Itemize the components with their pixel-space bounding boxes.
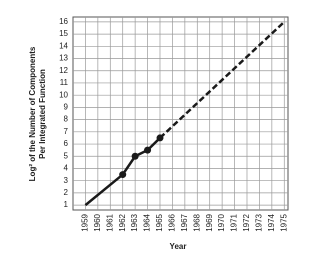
x-tick-label: 1973 (255, 213, 264, 231)
x-tick-label: 1962 (118, 213, 127, 231)
x-tick-label: 1961 (105, 213, 114, 231)
x-tick-label: 1959 (81, 213, 90, 231)
y-axis-title: Per Integrated Function (38, 69, 47, 159)
y-tick-label: 3 (64, 176, 69, 185)
y-tick-label: 2 (64, 188, 69, 197)
x-tick-label: 1960 (93, 213, 102, 231)
y-tick-label: 16 (59, 17, 68, 26)
y-tick-label: 14 (59, 41, 68, 50)
y-tick-label: 10 (59, 90, 68, 99)
y-tick-label: 12 (59, 66, 68, 75)
x-tick-label: 1964 (143, 213, 152, 231)
y-tick-label: 9 (64, 103, 69, 112)
data-point (144, 146, 152, 154)
x-tick-label: 1968 (192, 213, 201, 231)
x-tick-label: 1975 (279, 213, 288, 231)
x-tick-label: 1969 (205, 213, 214, 231)
y-tick-label: 15 (59, 29, 68, 38)
y-tick-label: 4 (64, 164, 69, 173)
x-tick-label: 1974 (267, 213, 276, 231)
x-tick-label: 1971 (230, 213, 239, 231)
series-line (159, 20, 286, 139)
y-tick-label: 8 (64, 115, 69, 124)
y-tick-label: 5 (64, 151, 69, 160)
y-tick-label: 6 (64, 139, 69, 148)
y-tick-label: 1 (64, 200, 69, 209)
data-point (131, 152, 139, 160)
chart: Year Log² of the Number of Components Pe… (28, 16, 289, 251)
x-axis-title: Year (170, 242, 187, 251)
y-tick-label: 7 (64, 127, 69, 136)
y-tick-label: 13 (59, 54, 68, 63)
x-tick-label: 1966 (168, 213, 177, 231)
x-tick-label: 1963 (130, 213, 139, 231)
x-tick-label: 1965 (155, 213, 164, 231)
y-tick-label: 11 (60, 78, 69, 87)
y-axis-title: Log² of the Number of Components (28, 46, 37, 181)
x-tick-label: 1970 (217, 213, 226, 231)
x-tick-label: 1972 (242, 213, 251, 231)
x-tick-label: 1967 (180, 213, 189, 231)
plot-frame (72, 16, 289, 211)
data-point (119, 171, 127, 179)
